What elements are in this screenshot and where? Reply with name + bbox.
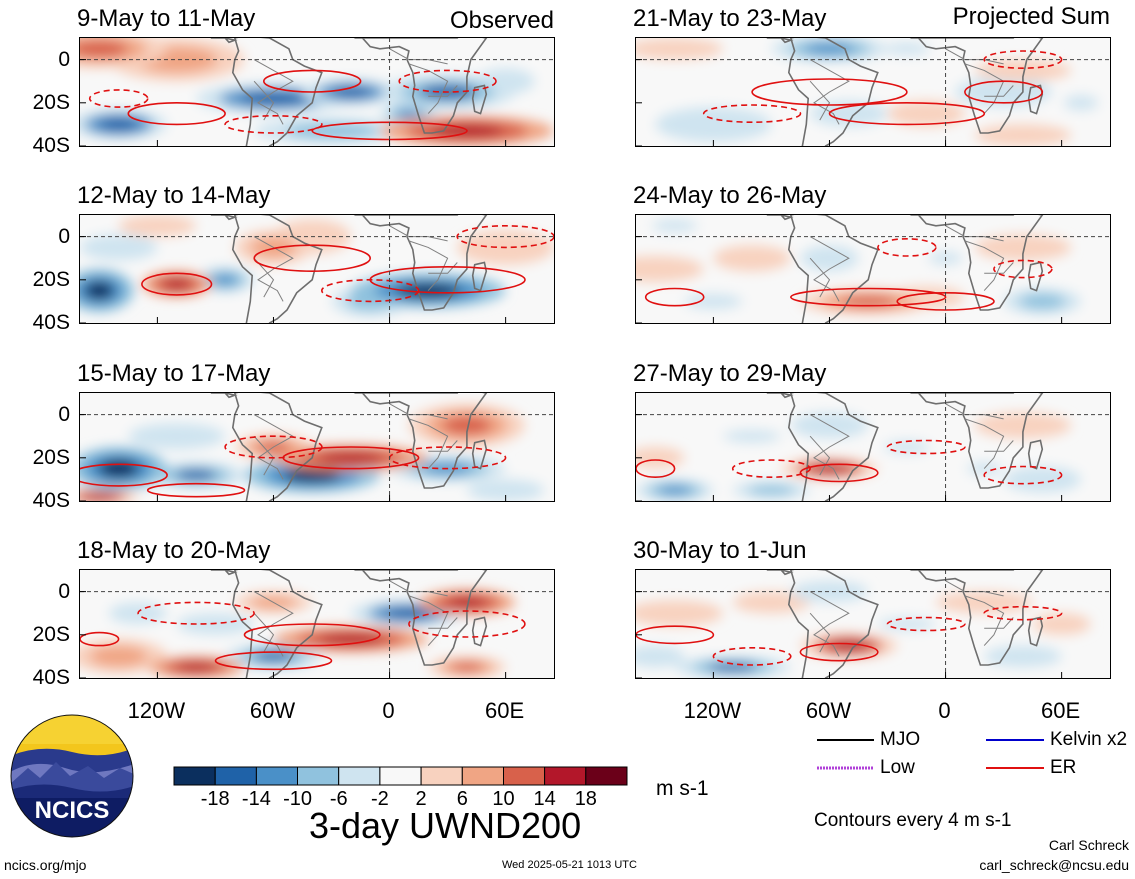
footer-author: Carl Schreck xyxy=(1048,837,1129,853)
map-panel-3 xyxy=(79,392,555,502)
colorbar-swatch xyxy=(173,766,216,786)
panel-title-2: 12-May to 14-May xyxy=(77,182,271,209)
observed-label: Observed xyxy=(449,7,554,34)
colorbar-tick: -18 xyxy=(200,788,230,810)
map-panel-1 xyxy=(79,37,555,147)
footer-url[interactable]: ncics.org/mjo xyxy=(4,857,87,873)
map-field xyxy=(636,215,1110,323)
lat-label: 0 xyxy=(58,579,70,603)
lon-label: 60E xyxy=(485,698,525,723)
lat-label: 20S xyxy=(32,90,70,114)
lat-label: 20S xyxy=(32,267,70,291)
panel-title-4: 18-May to 20-May xyxy=(77,537,271,564)
colorbar-swatch xyxy=(503,766,546,786)
logo-text: NCICS xyxy=(35,797,110,824)
lat-label: 20S xyxy=(32,622,70,646)
colorbar-swatch xyxy=(338,766,381,786)
colorbar-swatches xyxy=(173,766,628,786)
lon-label: 0 xyxy=(938,698,951,723)
legend-kelvin: Kelvin x2 xyxy=(1050,729,1128,750)
colorbar-swatch xyxy=(297,766,340,786)
colorbar-swatch xyxy=(420,766,463,786)
lon-label: 0 xyxy=(382,698,395,723)
map-field xyxy=(636,38,1110,146)
legend-mjo: MJO xyxy=(880,729,921,750)
colorbar xyxy=(173,766,628,791)
footer-email[interactable]: carl_schreck@ncsu.edu xyxy=(979,857,1129,873)
lat-label: 0 xyxy=(58,224,70,248)
lon-label: 60W xyxy=(249,698,296,723)
map-field xyxy=(80,215,554,323)
colorbar-swatch xyxy=(255,766,299,786)
colorbar-tick: 14 xyxy=(533,788,556,810)
colorbar-tick: -10 xyxy=(283,788,312,810)
projected-sum-label: Projected Sum xyxy=(952,3,1110,30)
contours-note: Contours every 4 m s-1 xyxy=(814,810,1012,831)
legend-low: Low xyxy=(880,757,915,778)
lon-label: 120W xyxy=(683,698,742,723)
panel-title-8: 30-May to 1-Jun xyxy=(633,537,807,564)
lat-label: 40S xyxy=(32,311,70,334)
lat-label: 40S xyxy=(32,666,70,689)
map-field xyxy=(636,570,1110,678)
lat-label: 20S xyxy=(32,445,70,469)
panel-title-3: 15-May to 17-May xyxy=(77,360,271,387)
map-panel-6 xyxy=(635,214,1111,324)
lon-label: 120W xyxy=(127,698,186,723)
colorbar-swatch xyxy=(544,766,587,786)
main-title: 3-day UWND200 xyxy=(309,805,582,846)
lat-label: 40S xyxy=(32,489,70,512)
colorbar-tick: 10 xyxy=(492,788,515,810)
colorbar-tick: -14 xyxy=(241,788,271,810)
lat-label: 40S xyxy=(32,134,70,157)
colorbar-swatch xyxy=(585,766,628,786)
map-panel-8 xyxy=(635,569,1111,679)
map-panel-7 xyxy=(635,392,1111,502)
lat-label: 0 xyxy=(58,402,70,426)
map-field xyxy=(636,393,1110,501)
map-panel-5 xyxy=(635,37,1111,147)
colorbar-tick: -6 xyxy=(329,788,348,810)
map-field xyxy=(80,570,554,678)
ncics-logo-icon: NCICS xyxy=(10,714,134,838)
footer-timestamp: Wed 2025-05-21 1013 UTC xyxy=(502,859,637,871)
lat-label: 0 xyxy=(58,47,70,71)
colorbar-tick: 6 xyxy=(456,788,468,810)
map-field xyxy=(80,393,554,501)
panel-title-5: 21-May to 23-May xyxy=(633,5,827,32)
map-panel-4 xyxy=(79,569,555,679)
colorbar-swatch xyxy=(461,766,504,786)
panel-title-7: 27-May to 29-May xyxy=(633,360,827,387)
colorbar-tick: 2 xyxy=(415,788,427,810)
colorbar-swatch xyxy=(214,766,257,786)
legend-er: ER xyxy=(1050,757,1077,778)
lon-label: 60W xyxy=(805,698,852,723)
lon-label: 60E xyxy=(1041,698,1081,723)
map-field xyxy=(80,38,554,146)
colorbar-swatch xyxy=(379,766,422,786)
units-label: m s-1 xyxy=(656,777,709,800)
map-panel-2 xyxy=(79,214,555,324)
wave-legend: MJO Kelvin x2 Low ER xyxy=(814,727,1134,787)
legend-lines xyxy=(817,739,1044,770)
panel-title-6: 24-May to 26-May xyxy=(633,182,827,209)
colorbar-tick: -2 xyxy=(371,788,389,810)
ncics-logo: NCICS xyxy=(10,714,134,838)
panel-title-1: 9-May to 11-May xyxy=(77,5,256,32)
colorbar-tick: 18 xyxy=(574,788,597,810)
